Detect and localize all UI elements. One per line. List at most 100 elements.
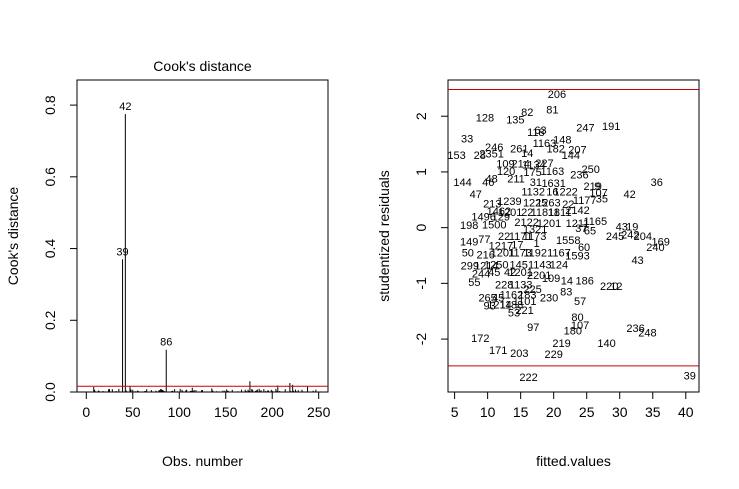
residual-point-label: 80 <box>571 312 583 324</box>
residual-point-label: 1593 <box>565 251 589 263</box>
residual-point-label: 230 <box>540 292 558 304</box>
residuals-x-tick-label: 5 <box>451 404 459 420</box>
residual-point-label: 265 <box>478 292 496 304</box>
residual-point-label: 149 <box>460 237 478 249</box>
residual-point-label: 124 <box>550 259 568 271</box>
residual-point-label: 109 <box>542 273 560 285</box>
residual-point-label: 120 <box>497 166 515 178</box>
residual-point-label: 42 <box>504 267 516 279</box>
residual-point-label: 33 <box>461 134 473 146</box>
cooks-spikes: 42 39 86 <box>77 101 328 392</box>
residuals-y-axis: -2 -1 0 1 2 <box>413 112 448 345</box>
cooks-x-tick-label: 200 <box>261 404 285 420</box>
residuals-x-axis: 5 10 15 20 25 30 35 40 <box>451 392 694 420</box>
cooks-y-tick-label: 0.0 <box>42 382 58 402</box>
cooks-y-tick-label: 0.2 <box>42 310 58 330</box>
cooks-point-label: 42 <box>119 101 131 113</box>
cooks-x-tick-label: 0 <box>82 404 90 420</box>
residual-point-label: 1132 <box>521 186 545 198</box>
residual-point-label: 107 <box>571 320 589 332</box>
residual-point-label: 47 <box>470 189 482 201</box>
residual-point-label: 229 <box>545 349 563 361</box>
residual-point-label: 225 <box>523 284 541 296</box>
cooks-distance-panel: Cook's distance 0 50 100 150 200 250 0.00.20.… <box>5 58 331 469</box>
residual-point-label: 14 <box>561 276 573 288</box>
residual-point-label: 203 <box>510 348 528 360</box>
residual-point-label: 22 <box>562 199 574 211</box>
residual-point-label: 1201 <box>508 267 532 279</box>
cooks-y-tick-label: 0.6 <box>42 167 58 187</box>
residuals-x-tick-label: 10 <box>480 404 496 420</box>
residual-point-label: 1171 <box>509 231 533 243</box>
residual-point-label: 219 <box>552 338 570 350</box>
residual-point-label: 1631 <box>541 178 565 190</box>
residual-point-label: 183 <box>518 290 536 302</box>
residual-point-label: 37 <box>575 223 587 235</box>
residual-point-label: 2201 <box>527 270 551 282</box>
cooks-y-tick-label: 0.4 <box>42 239 58 259</box>
residual-point-label: 107 <box>589 188 607 200</box>
residual-point-label: 140 <box>597 338 615 350</box>
residual-point-label: 1192 <box>523 248 547 260</box>
residual-point-label: 216 <box>476 249 494 261</box>
cooks-x-axis: 0 50 100 150 200 250 <box>82 392 331 420</box>
residual-point-label: 214 <box>511 159 529 171</box>
cooks-x-tick-label: 100 <box>168 404 192 420</box>
residual-point-label: 1101 <box>513 296 537 308</box>
cooks-y-tick-label: 0.8 <box>42 95 58 115</box>
residual-point-label: 1462 <box>487 206 511 218</box>
residual-point-label: 172 <box>471 333 489 345</box>
residual-point-label: 28 <box>474 150 486 162</box>
residuals-y-axis-title: studentized residuals <box>376 170 392 302</box>
residual-point-label: 48 <box>485 174 497 186</box>
residuals-x-tick-label: 20 <box>546 404 562 420</box>
residual-point-label: 240 <box>646 242 664 254</box>
residual-point-label: 204 <box>634 231 652 243</box>
residuals-x-tick-label: 30 <box>612 404 628 420</box>
residual-point-label: 2351 <box>479 149 503 161</box>
residual-point-label: 82 <box>521 107 533 119</box>
residual-point-label: 1163 <box>541 166 565 178</box>
residual-point-label: 1173 <box>508 248 532 260</box>
cooks-plot-frame <box>76 79 329 393</box>
residual-point-label: 219 <box>583 181 601 193</box>
residual-point-label: 77 <box>478 234 490 246</box>
residual-point-label: 227 <box>535 158 553 170</box>
residual-point-label: 144 <box>453 177 471 189</box>
residuals-x-tick-label: 25 <box>579 404 595 420</box>
residual-point-label: 1201 <box>491 248 515 260</box>
residual-point-label: 236 <box>570 170 588 182</box>
residual-point-label: 148 <box>553 135 571 147</box>
cooks-x-tick-label: 150 <box>214 404 238 420</box>
residual-point-label: 1211 <box>566 218 590 230</box>
residuals-x-axis-title: fitted.values <box>536 453 611 469</box>
residual-point-label: 220 <box>600 281 618 293</box>
residual-point-label: 248 <box>638 327 656 339</box>
residual-point-label: 206 <box>548 89 566 101</box>
residuals-y-tick-label: 0 <box>413 224 429 232</box>
residual-point-label: 1811 <box>548 207 572 219</box>
residual-point-label: 11811 <box>531 207 560 219</box>
residual-point-label: 180 <box>564 326 582 338</box>
residual-point-label: 118 <box>527 127 545 139</box>
residual-point-label: 145 <box>509 259 527 271</box>
residuals-y-tick-label: 2 <box>413 112 429 120</box>
residual-point-label: 1173 <box>523 231 547 243</box>
residuals-x-tick-label: 15 <box>513 404 529 420</box>
residual-point-label: 1167 <box>547 248 571 260</box>
residual-point-label: 144 <box>562 150 580 162</box>
residual-point-label: 16 <box>546 186 558 198</box>
residual-point-label: 175 <box>523 167 541 179</box>
residual-point-label: 1133 <box>509 279 533 291</box>
cooks-point-label: 86 <box>160 337 172 349</box>
residuals-plot-frame <box>447 79 700 393</box>
residual-point-label: 1225 <box>523 198 547 210</box>
residual-point-label: 228 <box>495 279 513 291</box>
residual-point-label: 198 <box>460 220 478 232</box>
residual-point-label: 153 <box>447 150 465 162</box>
residual-point-label: 135 <box>506 115 524 127</box>
residual-point-label: 1500 <box>482 219 506 231</box>
residual-point-label: 186 <box>576 276 594 288</box>
